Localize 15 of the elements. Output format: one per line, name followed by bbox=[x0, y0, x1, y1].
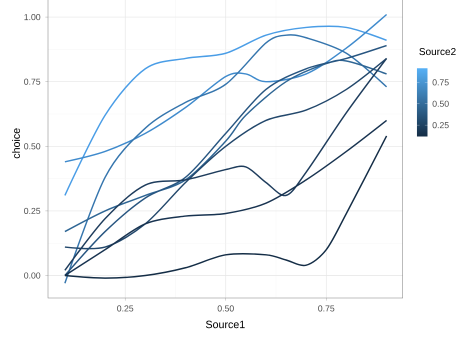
y-axis-title: choice bbox=[12, 128, 20, 158]
y-tick-label: 0.25 bbox=[24, 208, 40, 214]
y-tick-label: 0.50 bbox=[24, 143, 40, 150]
color-bar-label: 0.75 bbox=[432, 79, 449, 86]
x-tick-label: 0.25 bbox=[117, 305, 134, 312]
line-series bbox=[64, 14, 388, 163]
y-tick-label: 0.75 bbox=[24, 78, 40, 85]
x-axis-title: Source1 bbox=[206, 320, 245, 328]
color-bar-label: 0.50 bbox=[432, 100, 449, 107]
y-tick-label: 1.00 bbox=[24, 14, 40, 20]
color-bar-label: 0.25 bbox=[432, 122, 449, 128]
x-tick-label: 0.50 bbox=[218, 305, 234, 312]
x-tick-label: 0.75 bbox=[318, 305, 334, 312]
y-tick-label: 0.00 bbox=[24, 272, 40, 279]
color-bar-title: Source2 bbox=[419, 48, 456, 56]
